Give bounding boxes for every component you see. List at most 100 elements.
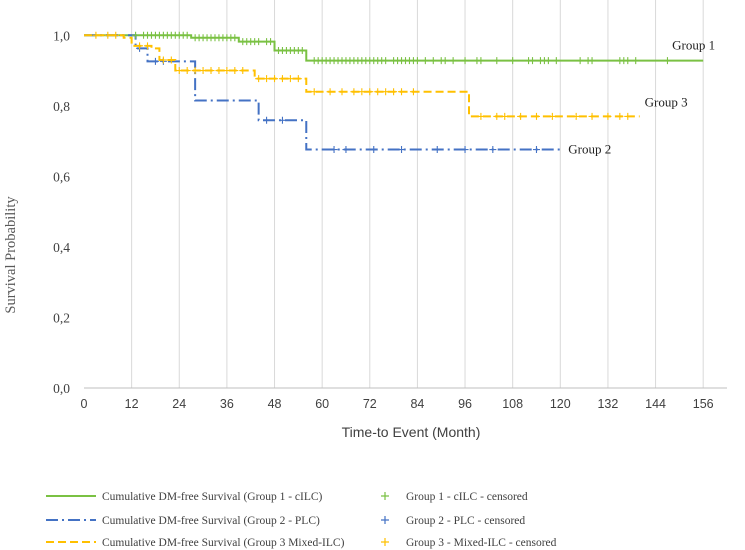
censor-mark	[136, 42, 144, 50]
censor-mark	[632, 57, 640, 65]
censor-mark	[183, 67, 191, 75]
censor-mark	[576, 57, 584, 65]
y-tick-label: 1,0	[53, 28, 70, 43]
censor-mark	[278, 116, 286, 124]
legend-line-label: Cumulative DM-free Survival (Group 2 - P…	[102, 515, 320, 527]
censor-mark	[532, 112, 540, 120]
censor-mark	[215, 67, 223, 75]
censor-mark	[493, 112, 501, 120]
censor-mark	[207, 67, 215, 75]
censor-mark	[92, 31, 100, 39]
censor-mark	[501, 112, 509, 120]
censor-mark	[350, 88, 358, 96]
grid-lines	[131, 0, 704, 388]
censor-mark	[413, 57, 421, 65]
censor-mark	[398, 88, 406, 96]
y-tick-label: 0,2	[53, 310, 70, 325]
censor-mark	[477, 112, 485, 120]
censor-mark	[159, 56, 167, 64]
x-tick-label: 48	[268, 397, 282, 411]
censor-mark	[144, 42, 152, 50]
censor-mark	[298, 46, 306, 54]
censor-mark	[624, 112, 632, 120]
censor-mark	[624, 57, 632, 65]
censor-mark	[429, 57, 437, 65]
censored-marks	[92, 31, 671, 154]
legend-line-label: Cumulative DM-free Survival (Group 1 - c…	[102, 491, 323, 503]
censor-mark	[461, 57, 469, 65]
x-tick-label: 12	[125, 397, 139, 411]
censor-mark	[183, 31, 191, 39]
series-line	[84, 34, 561, 151]
x-tick-label: 156	[693, 397, 714, 411]
x-tick-label: 24	[172, 397, 186, 411]
censor-mark	[544, 57, 552, 65]
y-tick-label: 0,4	[53, 240, 70, 255]
censor-mark	[104, 31, 112, 39]
x-tick-label: 144	[645, 397, 666, 411]
censor-mark	[151, 57, 159, 65]
y-tick-label: 0,0	[53, 381, 70, 396]
censor-mark	[263, 116, 271, 124]
censor-mark	[263, 75, 271, 83]
censor-mark	[572, 112, 580, 120]
censor-mark	[509, 57, 517, 65]
legend-line-label: Cumulative DM-free Survival (Group 3 Mix…	[102, 537, 345, 549]
censor-mark	[199, 67, 207, 75]
censor-mark	[255, 75, 263, 83]
group-labels: Group 1 Group 2 Group 3	[568, 38, 715, 157]
censor-mark	[167, 56, 175, 64]
censor-mark	[370, 146, 378, 154]
x-tick-label: 72	[363, 397, 377, 411]
censor-mark	[366, 88, 374, 96]
legend-censor-label: Group 2 - PLC - censored	[406, 515, 525, 527]
x-tick-label: 132	[597, 397, 618, 411]
censor-mark	[489, 146, 497, 154]
censor-mark	[338, 88, 346, 96]
y-axis-label: Survival Probability	[3, 196, 19, 314]
censor-mark	[255, 38, 263, 46]
censor-mark	[294, 75, 302, 83]
y-tick-label: 0,8	[53, 99, 70, 114]
censor-mark	[461, 146, 469, 154]
x-tick-label: 96	[458, 397, 472, 411]
censor-mark	[239, 67, 247, 75]
x-axis-label: Time-to Event (Month)	[342, 424, 481, 440]
x-tick-label: 108	[502, 397, 523, 411]
legend-censor-label: Group 3 - Mixed-ILC - censored	[406, 537, 557, 549]
censor-mark	[552, 57, 560, 65]
series-line	[84, 34, 704, 62]
censor-mark	[493, 57, 501, 65]
x-tick-label: 84	[410, 397, 424, 411]
y-tick-label: 0,6	[53, 169, 70, 184]
x-tick-labels: 0 12 24 36 48 60 72 84 96 108 120 132 144 156	[81, 397, 714, 411]
group-end-label: Group 1	[672, 38, 715, 53]
censor-mark	[132, 31, 140, 39]
x-tick-label: 60	[315, 397, 329, 411]
legend-censor-swatch	[381, 516, 389, 524]
legend-censor-swatch	[381, 492, 389, 500]
censor-mark	[278, 75, 286, 83]
censor-mark	[441, 57, 449, 65]
x-tick-label: 0	[81, 397, 88, 411]
censor-mark	[326, 88, 334, 96]
censor-mark	[548, 112, 556, 120]
censor-mark	[588, 112, 596, 120]
censor-mark	[532, 146, 540, 154]
censor-mark	[398, 146, 406, 154]
censor-mark	[231, 67, 239, 75]
censor-mark	[223, 67, 231, 75]
censor-mark	[358, 88, 366, 96]
censor-mark	[112, 31, 120, 39]
series-line	[84, 34, 640, 118]
x-tick-label: 36	[220, 397, 234, 411]
censor-mark	[231, 34, 239, 42]
censor-mark	[310, 88, 318, 96]
censor-mark	[604, 112, 612, 120]
censor-mark	[342, 146, 350, 154]
censor-mark	[390, 88, 398, 96]
censor-mark	[382, 57, 390, 65]
censor-mark	[588, 57, 596, 65]
censor-mark	[663, 57, 671, 65]
